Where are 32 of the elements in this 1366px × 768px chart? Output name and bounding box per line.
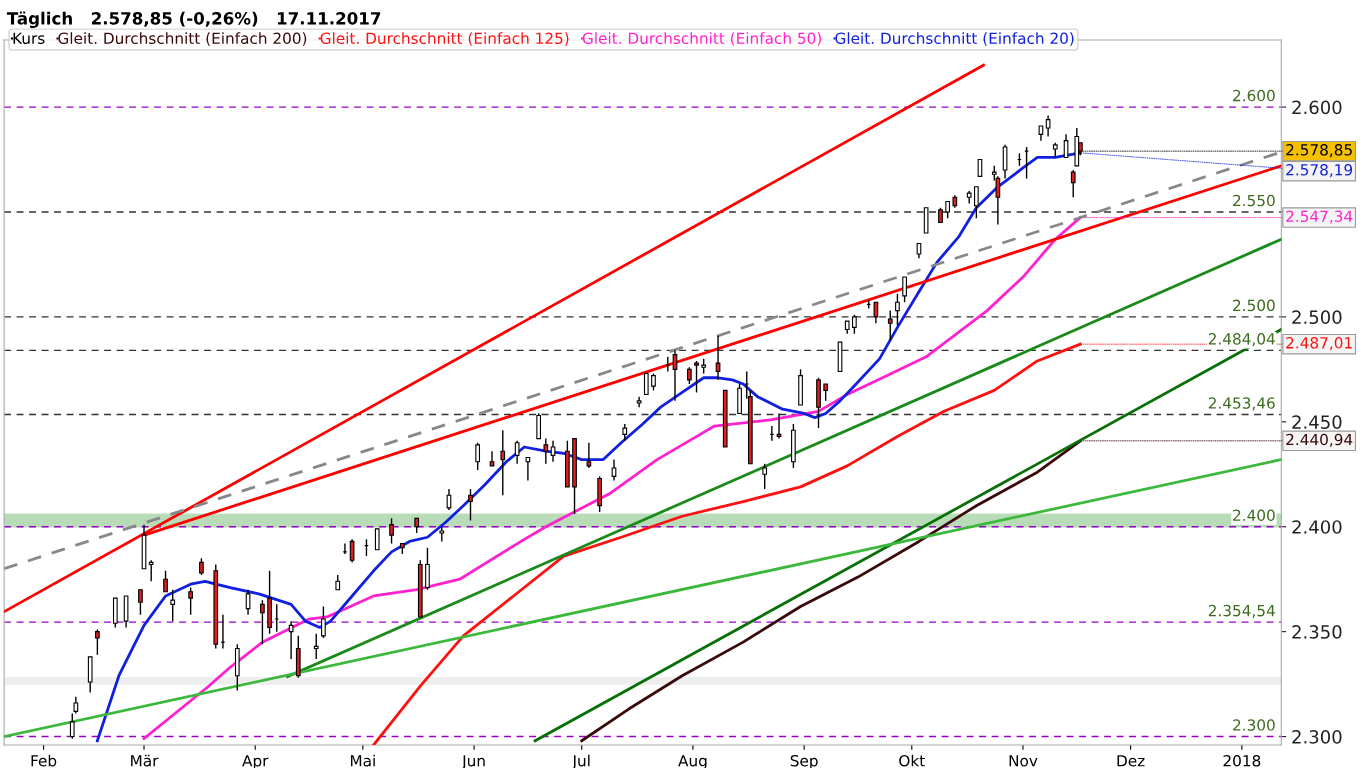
ref-line-label: 2.300 [1233, 719, 1275, 731]
x-tick-label: Mai [350, 754, 375, 767]
x-tick-label: Feb [31, 754, 57, 767]
y-tick-label: 2.400 [1292, 520, 1342, 534]
x-tick-label: Dez [1117, 755, 1145, 767]
ref-line-label: 2.453,46 [1208, 397, 1275, 411]
legend-label: Gleit. Durchschnitt (Einfach 200) [58, 32, 307, 46]
ref-line-label: 2.484,04 [1208, 333, 1275, 347]
x-tick-label: Mär [131, 754, 159, 767]
text: 2.578,85 [1286, 144, 1352, 158]
data-label: 2.578,19 [1286, 164, 1353, 178]
ref-line-label: 2.400 [1233, 509, 1275, 521]
legend-label: Gleit. Durchschnitt (Einfach 125) [320, 32, 569, 46]
ref-line-label: 2.600 [1233, 89, 1275, 102]
x-tick-label: Okt [899, 754, 925, 767]
legend-label: Gleit. Durchschnitt (Einfach 20) [835, 32, 1074, 46]
data-label: 2.487,01 [1286, 337, 1352, 351]
y-tick-label: 2.300 [1292, 730, 1342, 744]
legend-label: Gleit. Durchschnitt (Einfach 50) [582, 32, 821, 46]
y-tick-label: 2.450 [1292, 415, 1342, 429]
data-label: 2.547,34 [1286, 210, 1353, 224]
y-tick-label: 2.500 [1292, 310, 1342, 325]
y-tick-label: 2.350 [1292, 625, 1342, 639]
data-label: 2.440,94 [1286, 433, 1353, 447]
x-tick-label: Nov [1009, 755, 1038, 767]
chart-title: Täglich 2.578,85 (-0,26%) 17.11.2017 [6, 11, 381, 29]
x-tick-label: 2018 [1223, 754, 1261, 767]
y-tick-label: 2.600 [1292, 100, 1342, 115]
ref-line-label: 2.354,54 [1208, 604, 1275, 618]
ref-line-label: 2.550 [1233, 194, 1275, 207]
legend-label: Kurs [13, 32, 45, 45]
ref-line-label: 2.500 [1233, 299, 1275, 312]
